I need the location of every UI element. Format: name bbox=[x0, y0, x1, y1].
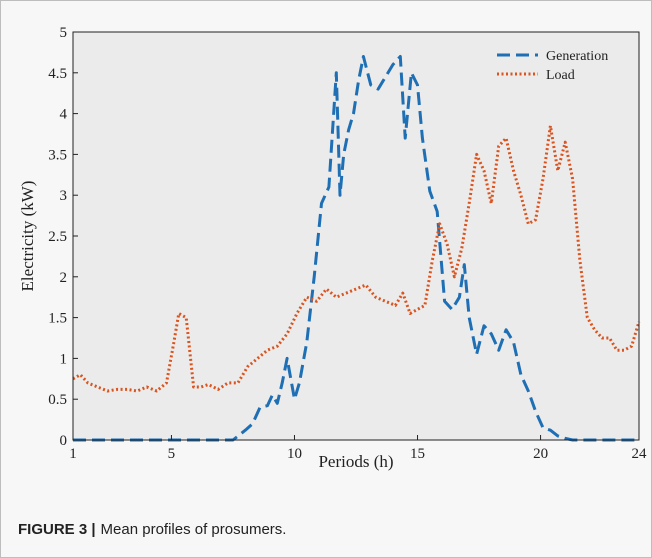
x-tick-label: 1 bbox=[69, 446, 77, 462]
x-tick-label: 5 bbox=[168, 446, 176, 462]
series-line-generation bbox=[73, 55, 639, 442]
x-tick-label: 15 bbox=[410, 446, 425, 462]
legend: Generation Load bbox=[497, 49, 608, 83]
legend-generation-label: Generation bbox=[546, 49, 608, 64]
y-tick-label: 0 bbox=[60, 433, 68, 449]
y-axis-title: Electricity (kW) bbox=[18, 181, 37, 292]
y-tick-label: 4 bbox=[60, 107, 68, 123]
figure-caption: FIGURE 3 | Mean profiles of prosumers. bbox=[18, 521, 286, 538]
x-axis-title: Periods (h) bbox=[318, 452, 393, 471]
y-tick-label: 3 bbox=[60, 188, 68, 204]
series-line-load bbox=[72, 124, 641, 393]
y-tick-label: 2.5 bbox=[48, 229, 67, 245]
legend-load-label: Load bbox=[546, 68, 575, 83]
caption-text: Mean profiles of prosumers. bbox=[100, 521, 287, 538]
y-tick-label: 0.5 bbox=[48, 392, 67, 408]
y-tick-label: 1.5 bbox=[48, 311, 67, 327]
y-tick-label: 5 bbox=[60, 25, 68, 41]
y-tick-label: 3.5 bbox=[48, 147, 67, 163]
y-tick-label: 4.5 bbox=[48, 66, 67, 82]
x-tick-label: 10 bbox=[287, 446, 302, 462]
x-tick-label: 24 bbox=[632, 446, 648, 462]
figure-label: FIGURE 3 | bbox=[18, 521, 96, 538]
y-tick-label: 2 bbox=[60, 270, 68, 286]
x-tick-label: 20 bbox=[533, 446, 548, 462]
plot-background bbox=[73, 32, 639, 440]
y-tick-label: 1 bbox=[60, 351, 68, 367]
